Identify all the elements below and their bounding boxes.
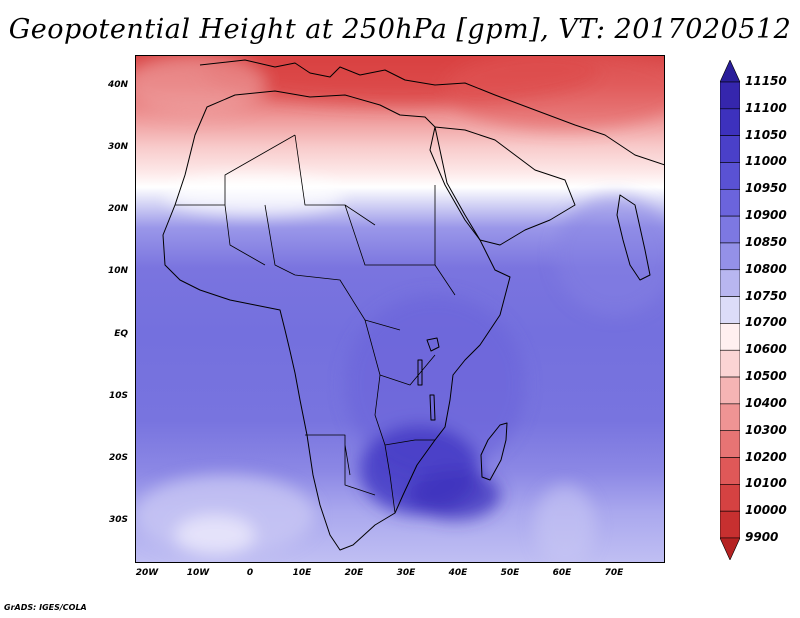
lon-label-40e: 40E [448,568,468,578]
lat-label-30n: 30N [107,142,128,152]
country-borders [175,134,456,514]
colorbar-box [720,403,740,432]
colorbar-label: 10500 [745,369,787,384]
arabian-peninsula [434,126,576,246]
lat-label-20s: 20S [108,453,128,463]
colorbar-box [720,376,740,405]
colorbar-box [720,430,740,458]
colorbar-label: 10700 [745,315,787,330]
colorbar-label: 10800 [745,261,787,276]
europe-coastline [199,59,665,166]
madagascar [480,422,508,481]
colorbar-label: 11150 [745,74,787,88]
plot-frame [135,55,665,563]
colorbar-box [720,135,740,163]
colorbar-label: 10000 [745,503,787,518]
lon-label-10e: 10E [292,568,312,578]
colorbar-label: 10900 [745,208,787,223]
colorbar-label: 9900 [745,530,779,544]
lat-label-30s: 30S [108,515,128,525]
colorbar-top-triangle [720,60,740,83]
colorbar-label: 10600 [745,342,787,357]
colorbar-box [720,296,740,324]
colorbar-box [720,484,740,512]
colorbar-box [720,108,740,136]
colorbar-label: 10300 [745,422,787,437]
colorbar [720,60,740,560]
colorbar-box [720,81,740,110]
colorbar-box [720,269,740,297]
colorbar-label: 10850 [745,234,787,249]
map-title: Geopotential Height at 250hPa [gpm], VT:… [8,14,792,45]
lake-tanganyika [417,359,423,386]
lon-label-50e: 50E [500,568,520,578]
colorbar-label: 10950 [745,181,787,196]
grads-credit: GrADS: IGES/COLA [4,603,87,612]
colorbar-label: 10200 [745,449,787,464]
coastlines [162,59,665,551]
lake-victoria [426,337,440,352]
lat-label-10n: 10N [107,266,128,276]
colorbar-box [720,510,740,539]
colorbar-label: 10100 [745,476,787,491]
colorbar-box [720,188,740,217]
lon-label-20e: 20E [344,568,364,578]
colorbar-box [720,242,740,271]
lat-label-10s: 10S [108,391,128,401]
lat-label-eq: EQ [114,329,128,339]
colorbar-label: 11100 [745,100,787,115]
lat-label-20n: 20N [107,204,128,214]
lon-label-0: 0 [246,568,254,578]
geopotential-height-map [135,55,665,563]
field-anomalies [135,55,665,563]
lon-label-60e: 60E [552,568,572,578]
colorbar-label: 10400 [745,395,787,410]
africa-coastline [162,90,511,551]
colorbar-box [720,457,740,485]
lat-label-40n: 40N [107,80,128,90]
colorbar-label: 11050 [745,127,787,142]
colorbar-box [720,215,740,244]
colorbar-box [720,162,740,190]
colorbar-box [720,323,740,351]
lake-malawi [429,394,436,421]
lon-label-70e: 70E [604,568,624,578]
lon-label-20w: 20W [135,568,159,578]
india [616,194,651,281]
lon-label-10w: 10W [186,568,210,578]
lon-label-30e: 30E [396,568,416,578]
colorbar-label: 10750 [745,288,787,303]
colorbar-bottom-triangle [720,537,740,560]
colorbar-box [720,349,740,378]
colorbar-label: 11000 [745,154,787,169]
